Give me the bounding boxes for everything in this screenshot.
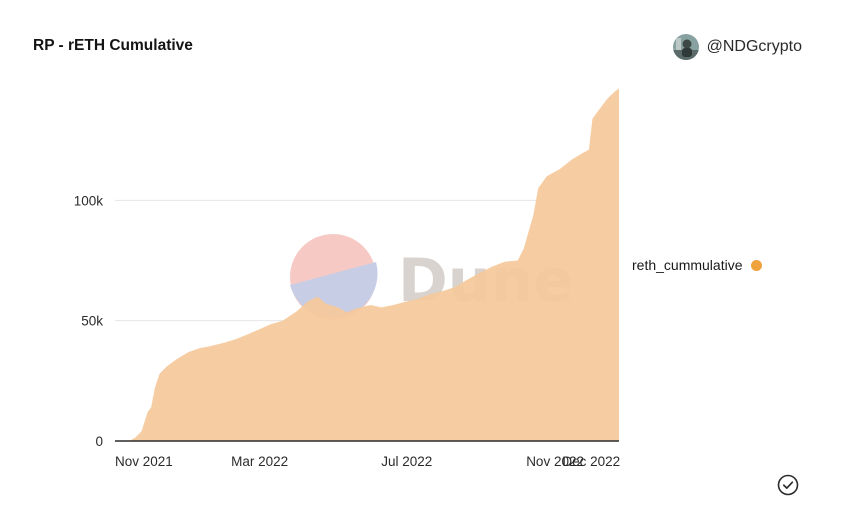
x-tick-label: Nov 2022	[526, 454, 584, 469]
series-area	[115, 88, 619, 442]
y-axis-ticks: 0 50k 100k	[74, 193, 104, 449]
legend-label: reth_cummulative	[632, 257, 743, 273]
y-tick-label: 100k	[74, 193, 104, 208]
x-tick-label: Dec 2022	[562, 454, 620, 469]
author-link[interactable]: @NDGcrypto	[672, 34, 802, 60]
x-tick-label: Mar 2022	[231, 454, 288, 469]
y-tick-label: 50k	[81, 314, 103, 329]
legend-dot	[750, 259, 762, 271]
author-name: @NDGcrypto	[706, 38, 802, 55]
legend-item[interactable]: reth_cummulative	[632, 257, 762, 273]
chart-title: RP - rETH Cumulative	[33, 37, 193, 54]
x-tick-label: Jul 2022	[381, 454, 432, 469]
avatar-icon	[672, 34, 699, 60]
check-circle-icon[interactable]	[777, 474, 799, 496]
x-tick-label: Nov 2021	[115, 454, 173, 469]
y-tick-label: 0	[95, 434, 103, 449]
